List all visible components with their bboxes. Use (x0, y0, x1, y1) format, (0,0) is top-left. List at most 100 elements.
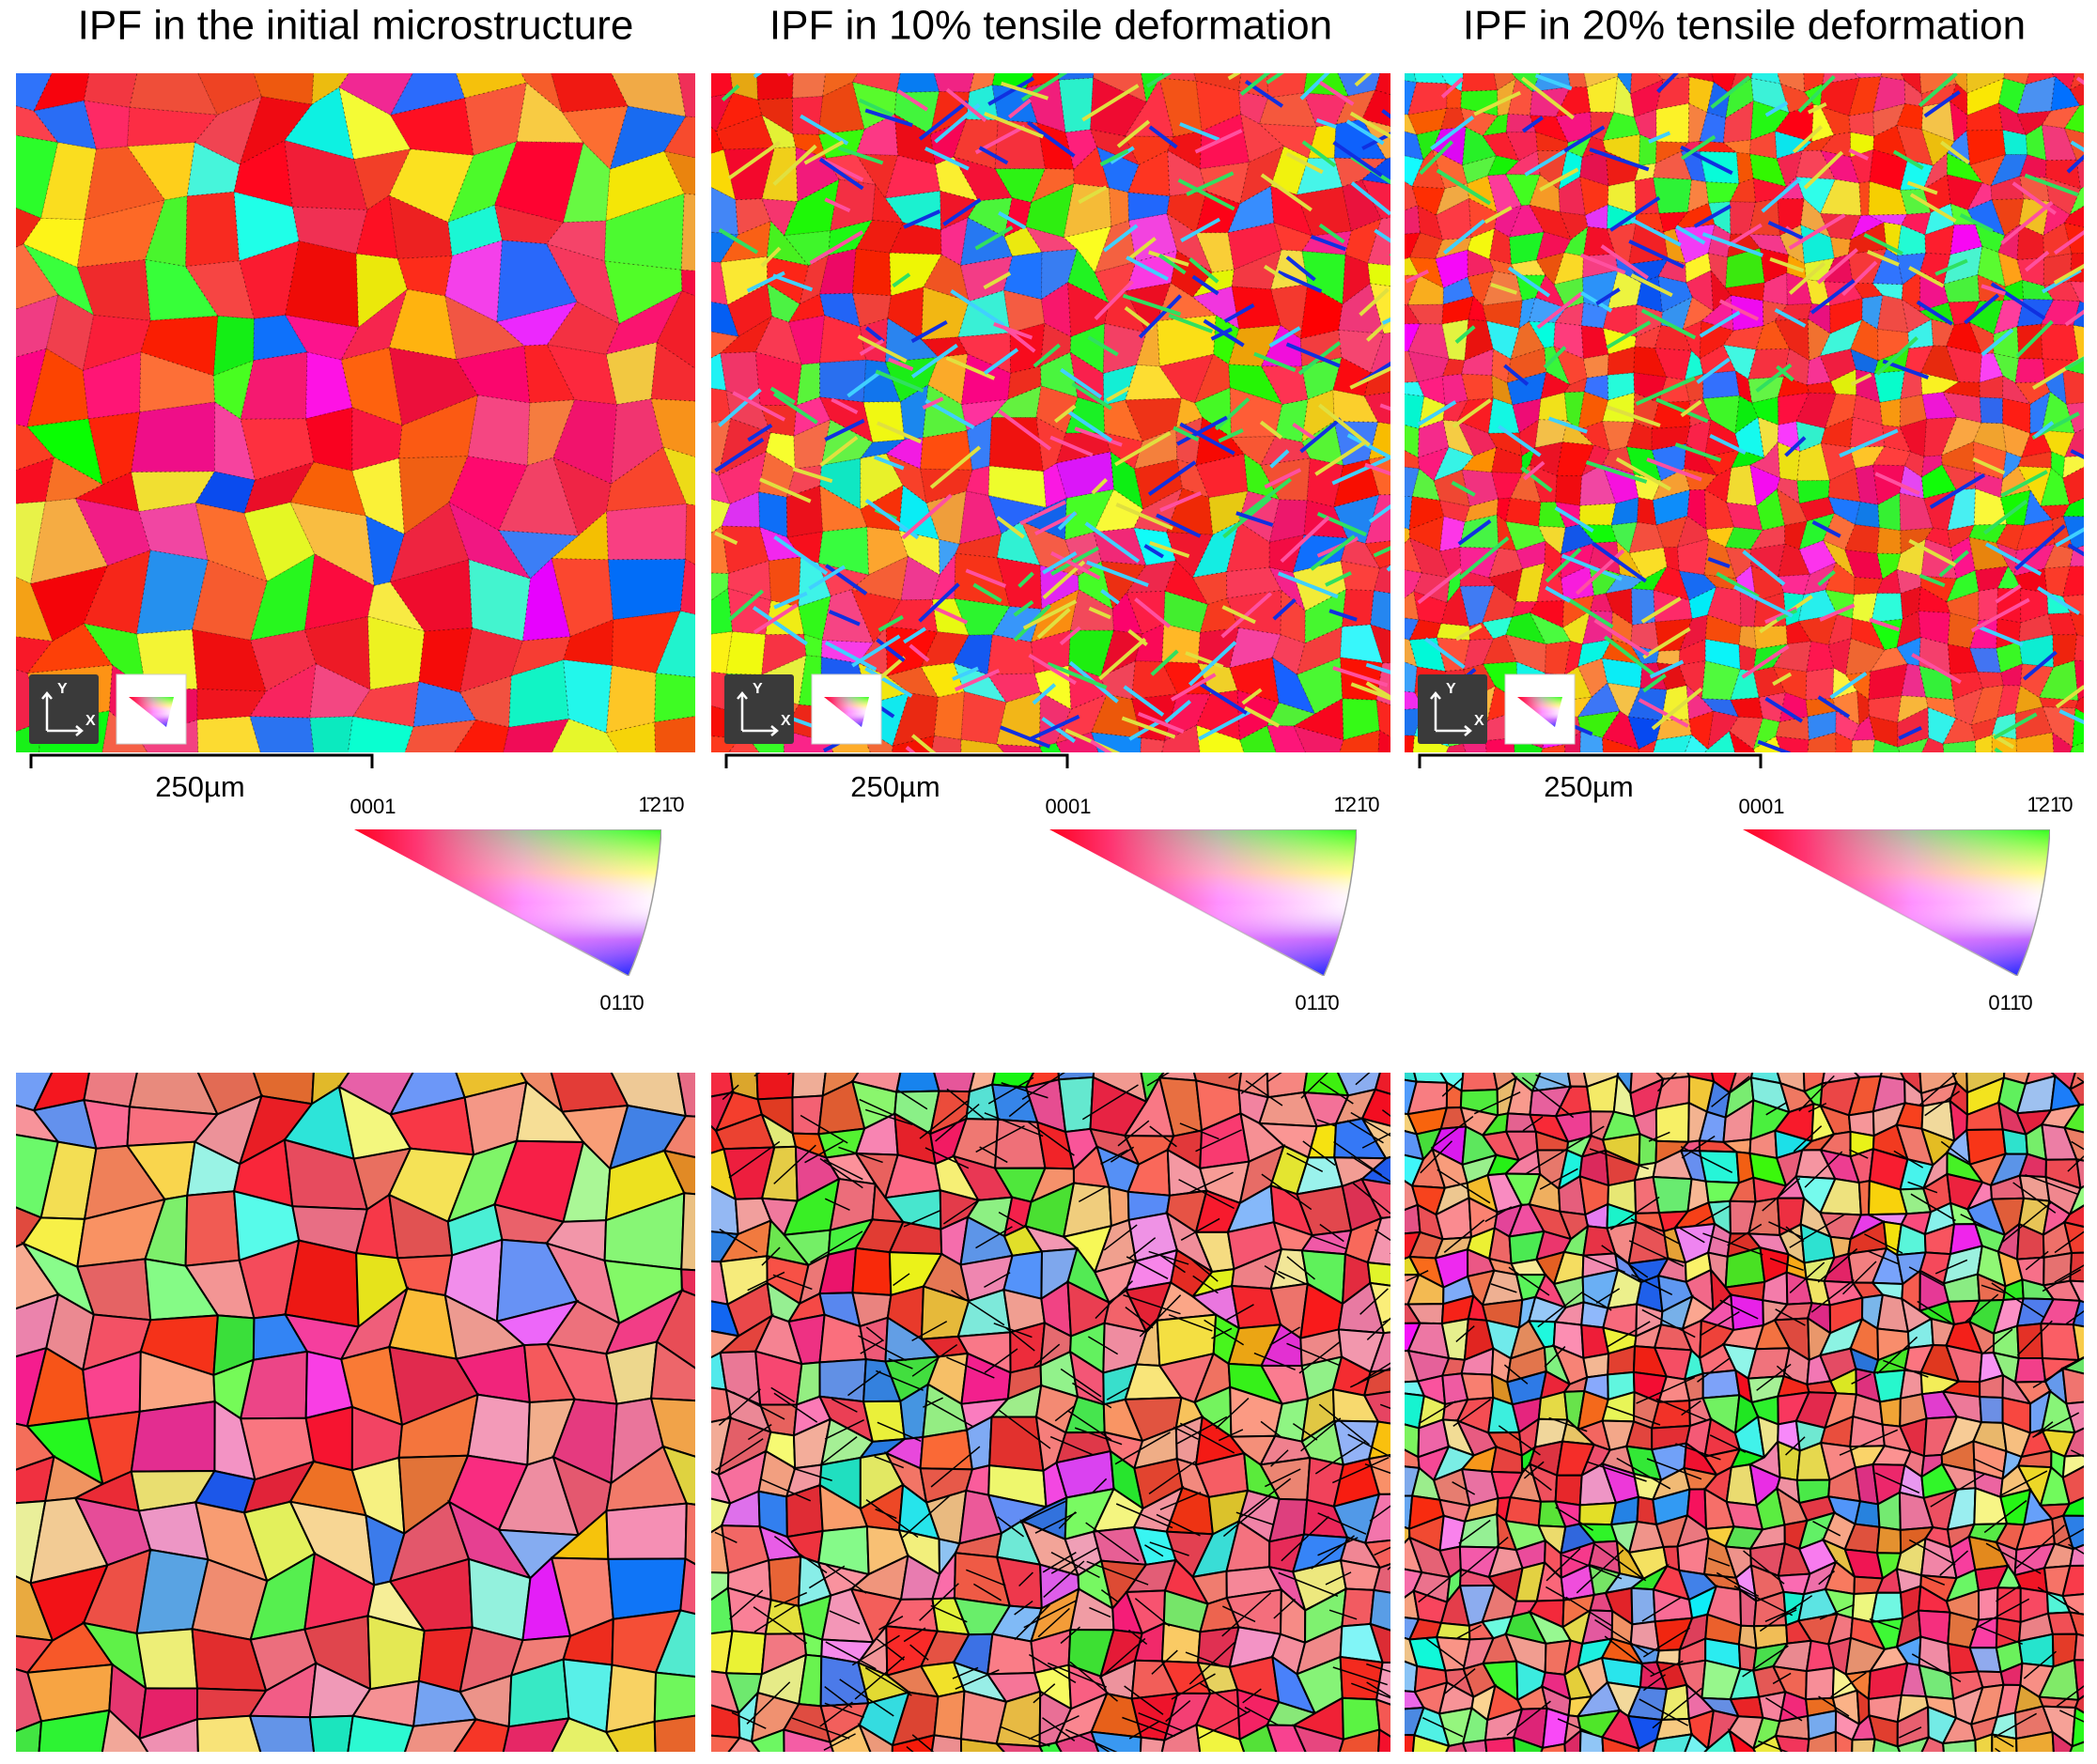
grain (2075, 1157, 2084, 1190)
grain (1638, 738, 1658, 752)
twin (1430, 116, 1475, 150)
twin (1554, 505, 1594, 533)
grain (1461, 73, 1499, 92)
twin (1260, 173, 1313, 212)
twin (1918, 573, 1946, 588)
grain (388, 194, 453, 259)
grain (1270, 284, 1309, 340)
twin (1817, 569, 1836, 587)
scale-bar-label: 250µm (1544, 770, 1633, 803)
twin (1536, 291, 1583, 330)
twin (1158, 1254, 1186, 1274)
grain (1707, 710, 1740, 750)
grain (1702, 574, 1741, 592)
twin (1266, 1073, 1282, 1083)
grain (785, 485, 824, 538)
twin (772, 273, 814, 292)
grain (1405, 537, 1423, 574)
grain (545, 220, 607, 262)
grain (2072, 707, 2084, 748)
twin (1292, 1422, 1318, 1441)
grain (855, 153, 899, 200)
twin (1374, 1229, 1390, 1242)
twin (753, 1603, 798, 1632)
grain (563, 658, 613, 734)
grain (2019, 663, 2055, 699)
twin (1292, 422, 1318, 442)
twin (1960, 1214, 1994, 1231)
grain (1806, 380, 1838, 395)
twin (1640, 308, 1697, 340)
grain (1405, 381, 1425, 397)
twin (732, 391, 785, 422)
grain (1577, 682, 1621, 718)
twin (1589, 1148, 1649, 1170)
grain (1578, 1501, 1618, 1526)
grain (2041, 429, 2075, 458)
twin (1851, 1373, 1872, 1385)
twin (1103, 224, 1139, 253)
grain (2061, 1593, 2084, 1616)
grain (679, 1556, 695, 1616)
grain (2043, 222, 2073, 259)
grain (523, 344, 576, 404)
twin (1041, 717, 1076, 743)
grain (1965, 73, 2005, 94)
grain (1806, 355, 1832, 386)
grain (1710, 269, 1732, 313)
twin (1349, 1367, 1390, 1388)
grain (1460, 1073, 1499, 1092)
twin (2056, 1527, 2084, 1546)
twin (2014, 524, 2066, 571)
grain (967, 197, 1013, 238)
grain (1699, 112, 1727, 144)
twin (819, 436, 859, 467)
twin (1656, 1073, 1678, 1092)
twin (1521, 76, 1575, 120)
twin (1285, 342, 1341, 368)
twin (2012, 1182, 2057, 1214)
twin (819, 1701, 853, 1727)
panel: IPF in the initial microstructureYX250µm… (16, 3, 695, 1752)
grain (1436, 623, 1470, 642)
grain (793, 418, 831, 470)
twin (732, 1391, 785, 1420)
twin (1769, 256, 1805, 273)
twin (1819, 603, 1856, 622)
axes-arrows (1430, 691, 1472, 736)
grain (2065, 402, 2084, 434)
twin (973, 1583, 1002, 1602)
grain (719, 315, 773, 354)
twin (1005, 1326, 1035, 1352)
twin (1607, 1321, 1651, 1348)
grain (1411, 148, 1446, 190)
twin (1934, 258, 1968, 276)
twin (1325, 571, 1352, 587)
twin (1776, 364, 1794, 382)
grain (1579, 150, 1609, 187)
twin (1199, 682, 1248, 715)
grain (1941, 441, 1976, 472)
grain (309, 716, 354, 752)
grain (1834, 1730, 1854, 1752)
twin (1268, 326, 1301, 348)
grain (1505, 497, 1542, 527)
twin (2032, 1412, 2080, 1438)
grain (1795, 149, 1837, 180)
grain (1582, 1352, 1610, 1379)
twin (769, 386, 796, 405)
twin (1874, 472, 1920, 496)
grain (338, 73, 413, 116)
grain (1854, 73, 1883, 79)
twin (829, 1610, 861, 1625)
grain (1506, 371, 1547, 406)
twin (1139, 1294, 1182, 1338)
grain (2072, 1323, 2084, 1362)
twin (1839, 1429, 1899, 1456)
grain (1849, 445, 1886, 470)
grain (1868, 695, 1903, 723)
grain (1268, 534, 1305, 574)
grain (1375, 73, 1390, 96)
grain (1537, 525, 1566, 555)
twin (747, 1424, 772, 1441)
